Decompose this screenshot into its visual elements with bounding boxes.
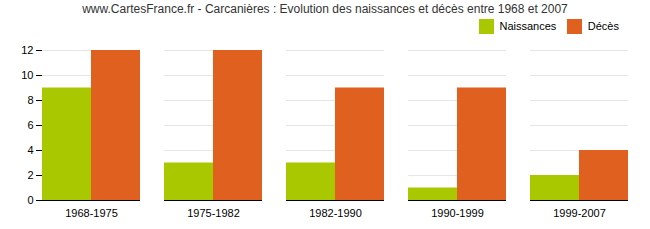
html-text:www.CartesFrance.fr - Carcaniè: www.CartesFrance.fr - Carcanières : Evol… <box>82 2 568 16</box>
html-text:Naissances: Naissances <box>499 20 557 33</box>
svg-text:12: 12 <box>21 44 33 56</box>
svg-text:1990-1999: 1990-1999 <box>431 207 484 219</box>
svg-text:1968-1975: 1968-1975 <box>65 207 118 219</box>
svg-text:6: 6 <box>27 119 33 131</box>
svg-text:10: 10 <box>21 69 33 81</box>
html-text:Décès: Décès <box>587 20 619 33</box>
svg-text:1975-1982: 1975-1982 <box>187 207 240 219</box>
svg-text:8: 8 <box>27 94 33 106</box>
svg-text:1999-2007: 1999-2007 <box>553 207 606 219</box>
svg-text:1982-1990: 1982-1990 <box>309 207 362 219</box>
svg-text:2: 2 <box>27 169 33 181</box>
svg-text:0: 0 <box>27 194 33 206</box>
svg-text:4: 4 <box>27 144 33 156</box>
